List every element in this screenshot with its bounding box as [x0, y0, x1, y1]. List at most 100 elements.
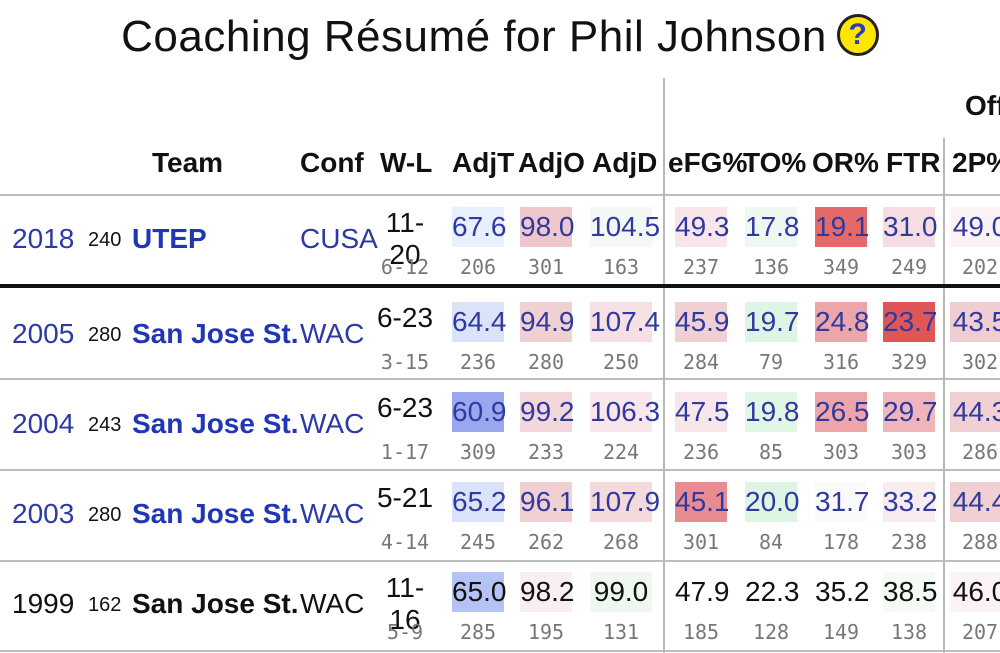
- stat-rank: 138: [890, 620, 928, 644]
- stat-rank: 249: [890, 255, 928, 279]
- stat-rank: 238: [890, 530, 928, 554]
- column-header-or[interactable]: OR%: [812, 147, 879, 178]
- stat-value: 45.9: [675, 302, 730, 342]
- stat-value: 47.5: [675, 392, 730, 432]
- stat-rank: 309: [459, 440, 497, 464]
- team-name-link[interactable]: San Jose St.: [132, 408, 299, 439]
- stat-value: 106.3: [590, 392, 660, 432]
- stat-rank: 303: [822, 440, 860, 464]
- stat-rank: 136: [752, 255, 790, 279]
- stat-value: 35.2: [815, 572, 870, 612]
- team-rank: 162: [88, 594, 122, 616]
- stat-rank: 236: [682, 440, 720, 464]
- stat-value: 24.8: [815, 302, 870, 342]
- win-loss-record: 11-16: [385, 572, 425, 635]
- column-header-2p[interactable]: 2P%: [952, 147, 1000, 178]
- conference-link[interactable]: WAC: [300, 318, 365, 349]
- stat-rank: 288: [961, 530, 999, 554]
- stat-value: 104.5: [590, 207, 660, 247]
- stat-rank: 149: [822, 620, 860, 644]
- stat-rank: 195: [527, 620, 565, 644]
- stat-value: 99.0: [590, 572, 652, 612]
- team-rank: 243: [88, 414, 122, 436]
- stat-value: 31.0: [883, 207, 938, 247]
- stat-rank: 202: [961, 255, 999, 279]
- stat-value: 107.9: [590, 482, 660, 522]
- row-divider: [0, 378, 1000, 380]
- conference-record: 6-12: [380, 255, 430, 279]
- column-header-ftr[interactable]: FTR: [886, 147, 941, 178]
- stat-value: 19.1: [815, 207, 870, 247]
- season-year-link: 1999: [12, 588, 75, 619]
- season-year-link[interactable]: 2018: [12, 223, 75, 254]
- team-rank: 280: [88, 504, 122, 526]
- season-year-link[interactable]: 2003: [12, 498, 75, 529]
- stat-value: 26.5: [815, 392, 870, 432]
- stat-value: 45.1: [675, 482, 730, 522]
- stat-rank: 236: [459, 350, 497, 374]
- team-rank: 240: [88, 229, 122, 251]
- win-loss-record: 6-23: [376, 392, 434, 423]
- team-rank: 280: [88, 324, 122, 346]
- stat-value: 94.9: [520, 302, 575, 342]
- conference-link[interactable]: WAC: [300, 498, 365, 529]
- stat-rank: 185: [682, 620, 720, 644]
- stat-rank: 285: [459, 620, 497, 644]
- conference-link[interactable]: CUSA: [300, 223, 378, 254]
- column-header-conf[interactable]: Conf: [300, 147, 364, 178]
- win-loss-record: 11-20: [385, 207, 425, 270]
- row-divider: [0, 650, 1000, 652]
- stat-value: 17.8: [745, 207, 800, 247]
- win-loss-record: 5-21: [376, 482, 434, 513]
- stat-value: 43.5: [950, 302, 1000, 342]
- conference-record: 3-15: [380, 350, 430, 374]
- conference-record: 5-9: [386, 620, 424, 644]
- stat-rank: 163: [602, 255, 640, 279]
- stat-rank: 224: [602, 440, 640, 464]
- stat-rank: 237: [682, 255, 720, 279]
- season-year-link[interactable]: 2004: [12, 408, 75, 439]
- stat-rank: 303: [890, 440, 928, 464]
- stat-rank: 250: [602, 350, 640, 374]
- win-loss-record: 6-23: [376, 302, 434, 333]
- stat-rank: 131: [602, 620, 640, 644]
- current-season-divider: [0, 284, 1000, 288]
- table-row: 2003 280 San Jose St. WAC 5-21 4-14 65.2 245 96.…: [0, 480, 1000, 560]
- stat-rank: 206: [459, 255, 497, 279]
- stat-value: 64.4: [452, 302, 507, 342]
- stat-rank: 128: [752, 620, 790, 644]
- stat-rank: 207: [961, 620, 999, 644]
- stat-value: 29.7: [883, 392, 938, 432]
- stat-rank: 280: [527, 350, 565, 374]
- stat-rank: 349: [822, 255, 860, 279]
- stat-value: 33.2: [883, 482, 938, 522]
- stat-value: 44.3: [950, 392, 1000, 432]
- stat-value: 31.7: [815, 482, 870, 522]
- column-header-efg[interactable]: eFG%: [668, 147, 748, 178]
- stat-value: 46.0: [950, 572, 1000, 612]
- stat-value: 47.9: [675, 572, 730, 612]
- stat-rank: 301: [527, 255, 565, 279]
- column-header-adjd[interactable]: AdjD: [592, 147, 658, 178]
- season-year-link[interactable]: 2005: [12, 318, 75, 349]
- help-icon[interactable]: ?: [836, 14, 879, 57]
- conference-record: 4-14: [380, 530, 430, 554]
- column-header-adjo[interactable]: AdjO: [518, 147, 585, 178]
- stat-rank: 316: [822, 350, 860, 374]
- conference-link[interactable]: WAC: [300, 408, 365, 439]
- stat-value: 107.4: [590, 302, 660, 342]
- stat-value: 60.9: [452, 392, 507, 432]
- stat-rank: 245: [459, 530, 497, 554]
- conference-record: 1-17: [380, 440, 430, 464]
- column-header-wl[interactable]: W-L: [380, 147, 433, 178]
- team-name-link[interactable]: UTEP: [132, 223, 207, 254]
- offense-group-header: Off: [965, 90, 1000, 121]
- stat-value: 99.2: [520, 392, 575, 432]
- column-header-to[interactable]: TO%: [743, 147, 807, 178]
- stat-rank: 85: [758, 440, 784, 464]
- stat-value: 23.7: [883, 302, 938, 342]
- column-header-team[interactable]: Team: [152, 147, 224, 178]
- team-name-link[interactable]: San Jose St.: [132, 498, 299, 529]
- team-name-link[interactable]: San Jose St.: [132, 318, 299, 349]
- column-header-adjt[interactable]: AdjT: [452, 147, 515, 178]
